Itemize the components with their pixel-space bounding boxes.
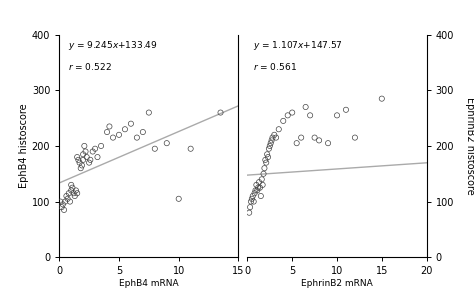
Point [257,194,264,198]
Point [262,158,269,162]
Point [271,132,278,137]
Point [265,147,273,151]
Point [306,113,314,118]
Point [127,121,135,126]
Point [82,149,89,154]
Point [103,130,111,134]
Point [267,141,274,145]
Point [139,130,146,134]
Point [247,199,255,204]
Point [74,158,82,162]
Y-axis label: EphB4 histoscore: EphB4 histoscore [19,104,29,188]
Point [60,208,68,212]
Point [121,127,129,131]
Point [115,132,123,137]
Point [59,202,67,207]
Point [85,160,93,165]
Point [351,135,359,140]
Point [133,135,141,140]
Point [255,180,263,184]
Point [252,188,259,193]
Point [261,166,268,171]
Point [76,160,83,165]
Point [83,155,91,159]
Point [342,108,350,112]
X-axis label: EphB4 mRNA
(10$^5$ DNA copy per $\mu$g total RNA): EphB4 mRNA (10$^5$ DNA copy per $\mu$g t… [74,279,223,289]
Point [264,152,271,157]
Text: $r$ = 0.561: $r$ = 0.561 [253,61,297,72]
Point [151,147,159,151]
Point [73,155,81,159]
Point [333,113,341,118]
Point [89,149,97,154]
Point [187,147,194,151]
Point [78,163,86,168]
Point [66,199,74,204]
Point [378,96,385,101]
Point [246,210,253,215]
Point [58,205,65,210]
Point [297,135,305,140]
Point [311,135,319,140]
Point [275,127,283,131]
Point [302,105,310,109]
Point [288,110,296,115]
Point [87,158,94,162]
Point [260,171,267,176]
Point [254,188,261,193]
Point [72,188,80,193]
Point [217,110,224,115]
Point [258,177,265,182]
Text: $y$ = 1.107$x$+147.57: $y$ = 1.107$x$+147.57 [253,39,342,52]
Point [269,135,276,140]
Point [70,191,77,196]
Point [263,160,270,165]
X-axis label: EphrinB2 mRNA
(10$^6$ DNA copy per $\mu$g total RNA): EphrinB2 mRNA (10$^6$ DNA copy per $\mu$… [263,279,411,289]
Point [69,185,76,190]
Point [251,191,258,196]
Point [71,194,79,198]
Point [284,113,292,118]
Point [246,205,254,210]
Point [81,144,88,148]
Point [65,191,73,196]
Point [79,152,87,157]
Point [145,110,153,115]
Point [67,188,75,193]
Point [266,144,273,148]
Point [315,138,323,143]
Point [268,138,275,143]
Point [256,185,264,190]
Point [109,135,117,140]
Point [264,155,272,159]
Text: $r$ = 0.522: $r$ = 0.522 [68,61,112,72]
Point [57,199,64,204]
Point [259,183,266,187]
Point [106,124,113,129]
Point [248,197,255,201]
Point [175,197,182,201]
Point [163,141,171,145]
Point [280,118,287,123]
Point [255,185,262,190]
Point [62,199,69,204]
Point [64,197,72,201]
Point [77,166,84,171]
Point [250,199,257,204]
Point [63,194,70,198]
Point [324,141,332,145]
Point [272,135,280,140]
Point [249,194,256,198]
Point [94,155,101,159]
Text: $y$ = 9.245$x$+133.49: $y$ = 9.245$x$+133.49 [68,39,158,52]
Y-axis label: EphrinB2 histoscore: EphrinB2 histoscore [465,97,474,195]
Point [293,141,301,145]
Point [97,144,105,148]
Point [79,158,87,162]
Point [67,183,75,187]
Point [253,183,260,187]
Point [91,147,99,151]
Point [73,191,81,196]
